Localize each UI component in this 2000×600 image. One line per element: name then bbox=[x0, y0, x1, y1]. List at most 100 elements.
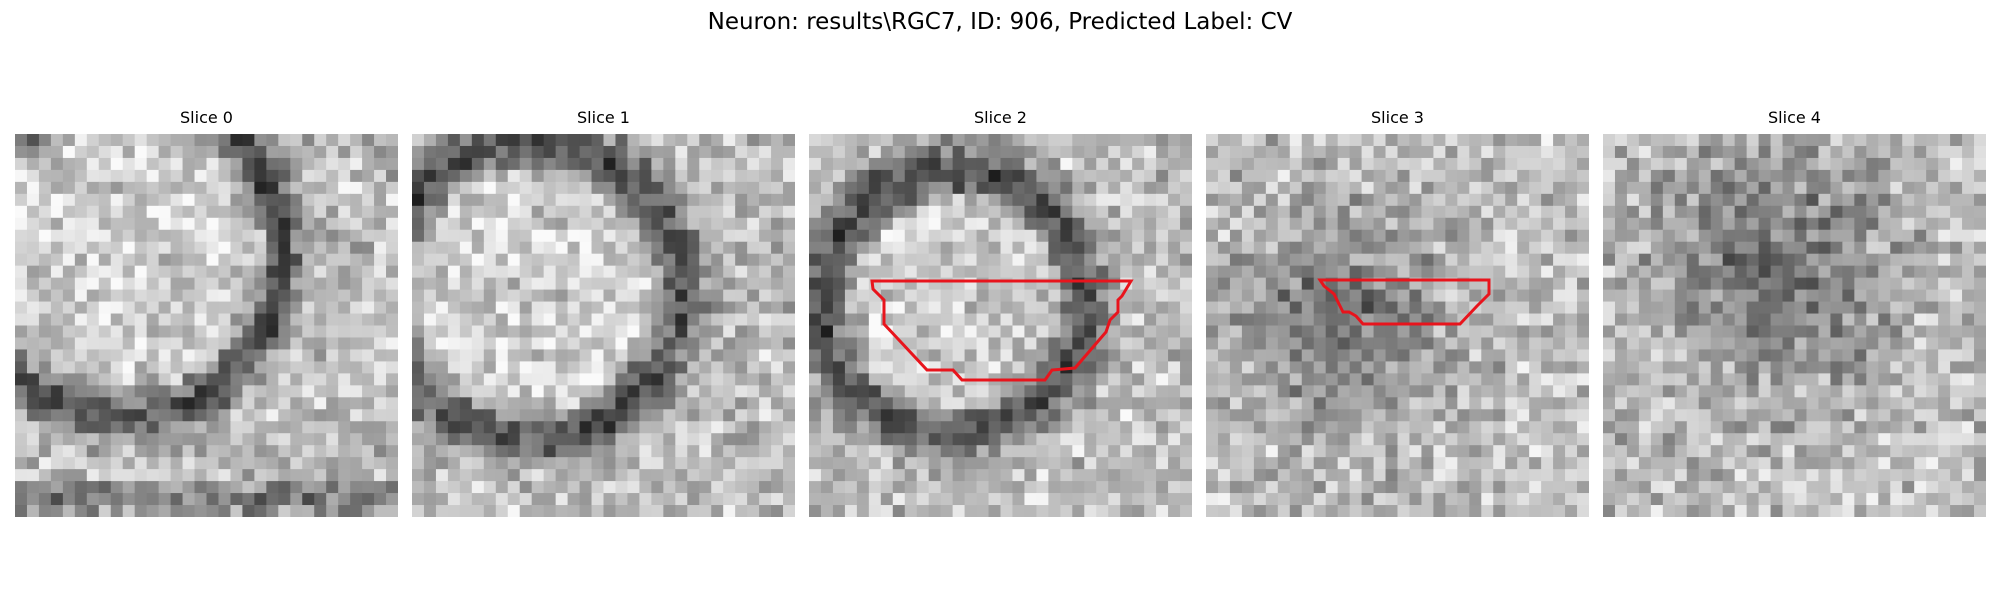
pixel bbox=[844, 385, 858, 398]
pixel bbox=[507, 457, 521, 470]
pixel bbox=[1084, 361, 1097, 374]
pixel bbox=[940, 481, 954, 494]
pixel bbox=[844, 445, 858, 458]
pixel bbox=[892, 181, 906, 195]
pixel bbox=[916, 445, 930, 458]
pixel bbox=[844, 134, 858, 147]
pixel bbox=[1914, 277, 1927, 291]
pixel bbox=[1974, 277, 1986, 291]
pixel bbox=[675, 301, 688, 315]
pixel bbox=[1253, 373, 1267, 386]
pixel bbox=[507, 385, 521, 398]
pixel bbox=[1638, 134, 1652, 147]
pixel bbox=[1493, 373, 1506, 386]
pixel bbox=[651, 409, 664, 422]
pixel bbox=[182, 493, 196, 506]
pixel bbox=[471, 313, 485, 327]
pixel bbox=[976, 337, 990, 351]
pixel bbox=[1782, 181, 1796, 195]
pixel bbox=[1337, 493, 1351, 506]
pixel bbox=[663, 481, 676, 494]
pixel bbox=[567, 289, 581, 303]
pixel bbox=[483, 277, 497, 291]
pixel bbox=[1036, 325, 1049, 339]
pixel bbox=[880, 217, 894, 231]
pixel bbox=[747, 373, 760, 386]
pixel bbox=[266, 469, 279, 482]
pixel bbox=[170, 349, 184, 363]
pixel bbox=[1397, 493, 1411, 506]
pixel bbox=[1048, 325, 1061, 339]
pixel bbox=[423, 373, 437, 386]
pixel bbox=[1048, 505, 1061, 517]
pixel bbox=[627, 433, 641, 446]
pixel bbox=[1373, 481, 1387, 494]
pixel bbox=[26, 134, 40, 147]
pixel bbox=[1650, 301, 1664, 315]
pixel bbox=[699, 253, 712, 267]
pixel bbox=[663, 493, 676, 506]
pixel bbox=[1614, 313, 1628, 327]
pixel bbox=[675, 361, 688, 374]
pixel bbox=[856, 217, 870, 231]
pixel bbox=[892, 337, 906, 351]
pixel bbox=[1577, 361, 1589, 374]
pixel bbox=[1529, 469, 1542, 482]
pixel bbox=[1842, 253, 1855, 267]
pixel bbox=[1950, 325, 1963, 339]
pixel bbox=[1614, 277, 1628, 291]
pixel bbox=[1481, 481, 1494, 494]
pixel bbox=[62, 265, 76, 279]
pixel bbox=[1289, 493, 1303, 506]
pixel bbox=[314, 229, 327, 243]
pixel bbox=[170, 229, 184, 243]
pixel bbox=[555, 145, 569, 159]
pixel bbox=[1156, 361, 1169, 374]
pixel bbox=[50, 421, 64, 434]
pixel bbox=[820, 445, 834, 458]
pixel bbox=[1553, 169, 1566, 183]
pixel bbox=[1650, 193, 1664, 207]
pixel bbox=[412, 397, 425, 410]
pixel bbox=[507, 433, 521, 446]
pixel bbox=[170, 289, 184, 303]
pixel bbox=[122, 277, 136, 291]
pixel bbox=[435, 229, 449, 243]
pixel bbox=[952, 481, 966, 494]
pixel bbox=[1938, 193, 1951, 207]
pixel bbox=[1890, 229, 1903, 243]
pixel bbox=[952, 445, 966, 458]
pixel bbox=[1782, 445, 1796, 458]
pixel bbox=[832, 134, 846, 147]
pixel bbox=[1878, 253, 1891, 267]
pixel bbox=[98, 493, 112, 506]
pixel bbox=[771, 481, 784, 494]
pixel bbox=[1782, 397, 1796, 410]
pixel bbox=[447, 337, 461, 351]
pixel bbox=[952, 409, 966, 422]
pixel bbox=[1457, 157, 1470, 171]
pixel bbox=[735, 181, 748, 195]
pixel bbox=[1962, 397, 1975, 410]
pixel bbox=[675, 349, 688, 363]
pixel bbox=[759, 409, 772, 422]
pixel bbox=[591, 217, 605, 231]
pixel bbox=[651, 169, 664, 183]
pixel bbox=[110, 481, 124, 494]
pixel bbox=[1974, 301, 1986, 315]
pixel bbox=[1469, 229, 1482, 243]
pixel bbox=[1433, 134, 1446, 147]
pixel bbox=[1060, 289, 1073, 303]
pixel bbox=[146, 145, 160, 159]
pixel bbox=[459, 505, 473, 517]
pixel bbox=[820, 134, 834, 147]
pixel bbox=[435, 241, 449, 255]
pixel bbox=[940, 301, 954, 315]
pixel bbox=[98, 145, 112, 159]
pixel bbox=[699, 241, 712, 255]
pixel bbox=[134, 373, 148, 386]
pixel bbox=[1445, 217, 1458, 231]
pixel bbox=[699, 205, 712, 219]
pixel bbox=[423, 385, 437, 398]
pixel bbox=[110, 433, 124, 446]
